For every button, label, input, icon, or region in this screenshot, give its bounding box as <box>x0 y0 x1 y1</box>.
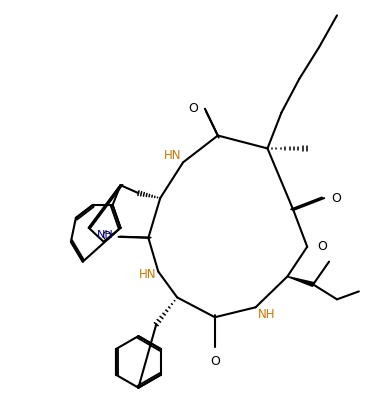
Text: O: O <box>188 102 198 115</box>
Text: HN: HN <box>163 149 181 162</box>
Text: NH: NH <box>258 308 275 321</box>
Text: NH: NH <box>97 230 114 240</box>
Text: O: O <box>331 191 341 204</box>
Text: O: O <box>102 230 112 243</box>
Text: HN: HN <box>139 268 156 281</box>
Text: O: O <box>210 355 220 368</box>
Text: O: O <box>317 240 327 253</box>
Polygon shape <box>287 277 314 286</box>
